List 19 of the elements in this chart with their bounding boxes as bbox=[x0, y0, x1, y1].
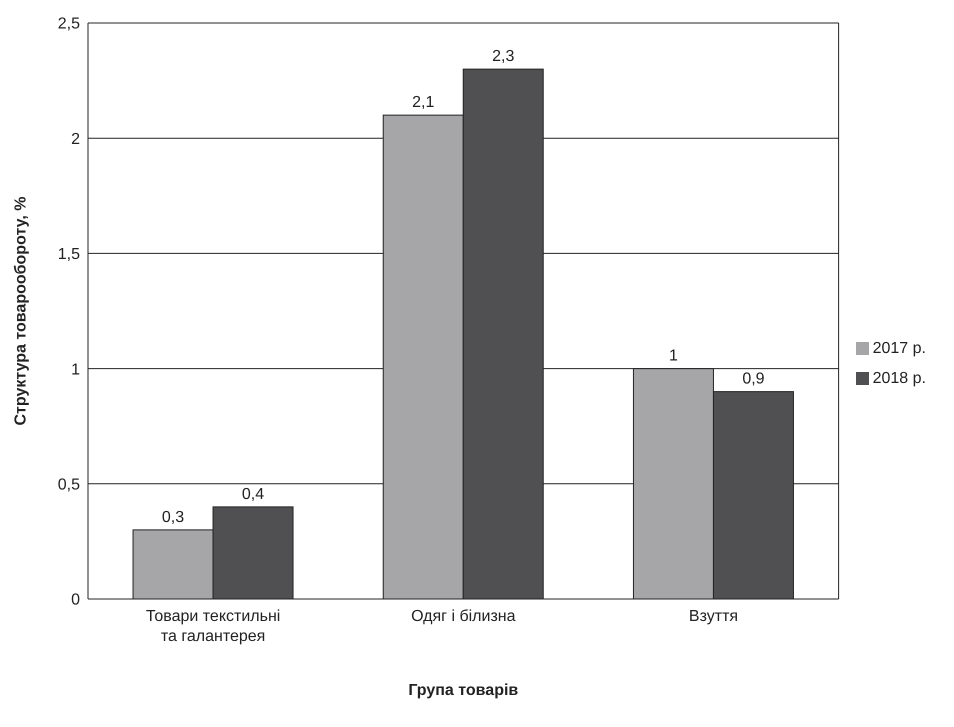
y-tick-label: 2 bbox=[71, 130, 80, 148]
y-tick-label: 1,5 bbox=[58, 246, 80, 264]
legend-label: 2017 р. bbox=[872, 340, 926, 356]
y-tick-label: 1 bbox=[71, 361, 80, 378]
data-label: 0,4 bbox=[242, 486, 264, 503]
y-tick-label: 0 bbox=[71, 592, 80, 609]
x-tick-label: Товари текстильні та галантерея bbox=[146, 608, 280, 645]
legend-label: 2018 р. bbox=[872, 370, 926, 386]
data-label: 2,1 bbox=[412, 94, 434, 112]
data-label: 0,3 bbox=[162, 508, 184, 526]
data-label: 2,3 bbox=[492, 48, 514, 66]
x-axis-title: Група товарів bbox=[408, 682, 518, 699]
y-tick-label: 0,5 bbox=[58, 476, 80, 494]
data-label: 1 bbox=[668, 348, 678, 365]
x-tick-label: Одяг і білизна bbox=[411, 608, 516, 625]
y-tick-label: 2,5 bbox=[58, 16, 80, 33]
data-label: 0,9 bbox=[742, 370, 765, 388]
x-tick-label: Взуття bbox=[688, 608, 738, 625]
y-axis-title: Структура товарообороту, % bbox=[12, 196, 30, 426]
